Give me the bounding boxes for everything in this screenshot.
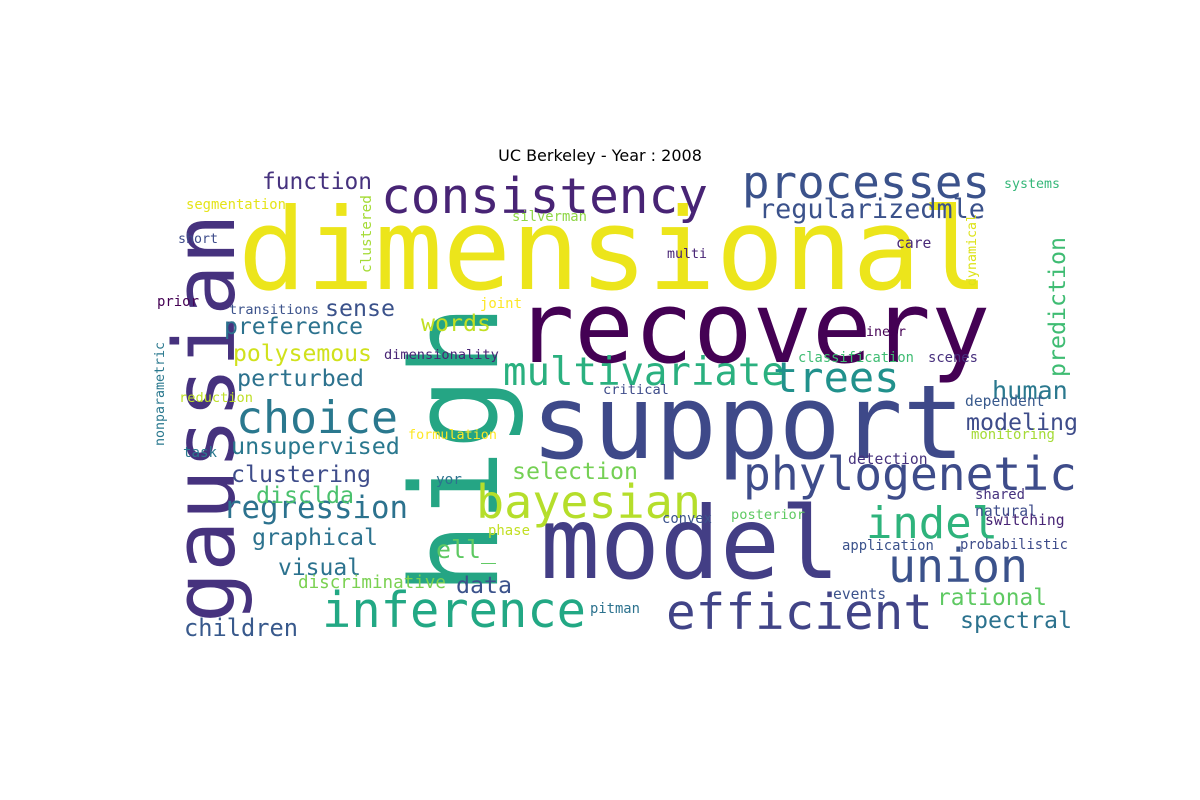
word-prediction: prediction <box>1044 237 1071 377</box>
word-spectral: spectral <box>960 607 1072 634</box>
word-dynamical: dynamical <box>965 214 980 286</box>
word-multivariate: multivariate <box>503 350 785 395</box>
word-union: union <box>888 539 1028 593</box>
word-model: model <box>540 485 840 602</box>
word-application: application <box>842 538 934 554</box>
word-clustering: clustering <box>231 461 371 488</box>
word-selection: selection <box>512 458 638 485</box>
word-shared: shared <box>975 487 1025 503</box>
word-phase: phase <box>488 523 530 539</box>
word-systems: systems <box>1004 177 1060 192</box>
word-scenes: scenes <box>928 350 978 366</box>
word-phylogenetic: phylogenetic <box>743 447 1077 501</box>
word-detection: detection <box>848 451 928 468</box>
word-pitman: pitman <box>590 601 640 617</box>
word-support: support <box>531 363 965 483</box>
word-graphical: graphical <box>252 524 378 551</box>
word-care: care <box>896 235 932 252</box>
word-reduction: reduction <box>179 390 253 406</box>
word-ell: ell_ <box>436 535 496 564</box>
word-children: children <box>184 614 298 642</box>
word-dimensional: dimensional <box>238 184 989 316</box>
word-processes: processes <box>742 156 990 209</box>
word-sense: sense <box>325 295 395 322</box>
word-recovery: recovery <box>515 271 991 386</box>
word-regularizedmle: regularizedmle <box>759 194 985 225</box>
figure-title: UC Berkeley - Year : 2008 <box>498 146 702 165</box>
word-probabilistic: probabilistic <box>960 537 1068 553</box>
word-events: events <box>833 586 887 603</box>
word-segmentation: segmentation <box>186 197 286 213</box>
word-preference: preference <box>224 314 364 340</box>
word-discriminative: discriminative <box>298 573 446 593</box>
word-convex: convex <box>662 511 712 527</box>
word-human: human <box>992 376 1068 405</box>
word-yor: yor <box>436 472 462 488</box>
word-dependent: dependent <box>965 393 1045 410</box>
word-linear: linear <box>858 325 906 340</box>
word-silverman: silverman <box>512 209 587 225</box>
word-rational: rational <box>937 585 1047 611</box>
word-choice: choice <box>236 391 398 444</box>
word-formulation: formulation <box>408 428 497 443</box>
word-short: short <box>178 232 218 247</box>
word-polysemous: polysemous <box>233 341 372 367</box>
word-transitions: transitions <box>229 302 319 318</box>
word-prior: prior <box>157 294 199 310</box>
word-joint: joint <box>480 296 522 312</box>
word-function: function <box>262 169 372 195</box>
word-posterior: posterior <box>731 507 805 523</box>
word-inference: inference <box>322 583 586 639</box>
word-unsupervised: unsupervised <box>231 432 400 460</box>
word-nonparametric: nonparametric <box>153 342 168 446</box>
word-indel: indel <box>866 498 998 549</box>
word-perturbed: perturbed <box>237 364 364 392</box>
word-multi: multi <box>667 247 707 262</box>
word-bayesian: bayesian <box>476 476 702 530</box>
word-efficient: efficient <box>666 583 933 641</box>
word-clustered: clustered <box>359 195 375 273</box>
word-words: words <box>421 310 491 337</box>
word-switching: switching <box>985 512 1065 529</box>
word-natural: natural <box>975 503 1037 520</box>
word-disclda: disclda <box>256 482 354 509</box>
word-trees: trees <box>773 353 900 402</box>
word-monitoring: monitoring <box>971 427 1055 443</box>
word-data: data <box>456 572 512 599</box>
word-consistency: consistency <box>381 167 708 225</box>
word-visual: visual <box>278 555 361 581</box>
word-critical: critical <box>603 382 669 398</box>
word-task: task <box>183 445 217 461</box>
word-classification: classification <box>798 350 914 366</box>
word-modeling: modeling <box>966 409 1078 436</box>
word-dimensionality: dimensionality <box>384 347 499 363</box>
word-regression: regression <box>223 490 408 526</box>
